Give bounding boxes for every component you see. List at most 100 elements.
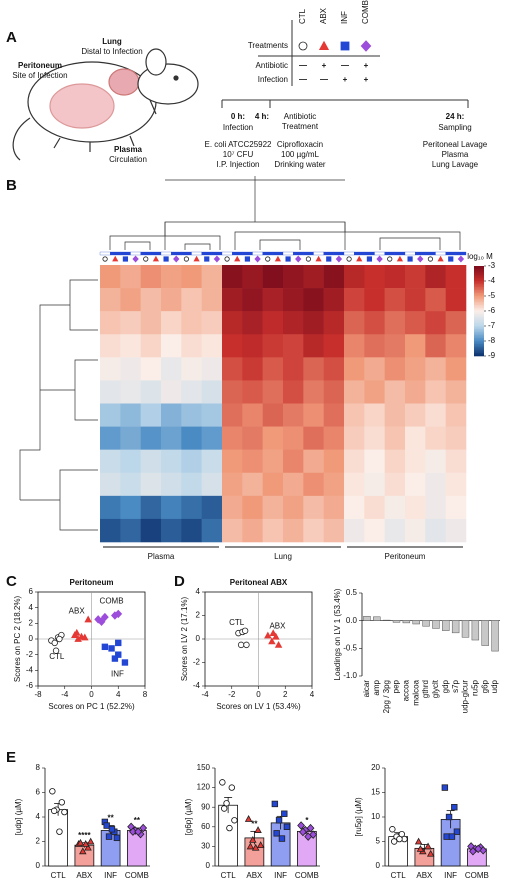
heatmap-cell (201, 472, 223, 497)
y-tick-label: 20 (371, 763, 380, 772)
colorbar-cell (474, 282, 484, 285)
panel-label: D (174, 573, 185, 590)
y-tick-label: 5 (376, 837, 381, 846)
heatmap-cell (181, 403, 202, 427)
data-point (273, 830, 280, 837)
organ-sublabel: Circulation (109, 155, 147, 164)
x-tick-label: glyclt (431, 679, 440, 698)
sample-strip (211, 251, 223, 256)
heatmap-cell (323, 426, 345, 450)
heatmap-cell (201, 403, 223, 427)
y-axis-label: [udp] (µM) (14, 798, 23, 835)
heatmap-cell (201, 426, 223, 450)
heatmap-cell (222, 265, 243, 289)
heatmap-cell (100, 380, 121, 404)
sample-strip (181, 251, 192, 256)
y-tick-label: 90 (201, 802, 210, 811)
heatmap-cell (222, 311, 243, 335)
y-tick-label: 4 (36, 812, 41, 821)
heatmap-cell (262, 265, 284, 289)
x-tick-label: gdp (441, 679, 450, 693)
data-point (84, 615, 92, 623)
colorbar-cell (474, 347, 484, 349)
x-tick-label: ABX (76, 871, 93, 880)
colorbar-cell (474, 321, 484, 324)
x-tick-label: -4 (61, 690, 69, 699)
heatmap-cell (364, 311, 385, 335)
heatmap-cell (303, 472, 324, 497)
x-tick-label: ru5p (470, 679, 479, 696)
y-tick-label: 0.0 (346, 616, 358, 625)
x-tick-label: malcoa (411, 679, 420, 705)
heatmap-cell (283, 403, 304, 427)
sample-strip (303, 251, 314, 256)
heatmap-cell (100, 357, 121, 381)
data-point (111, 655, 119, 662)
heatmap-cell (181, 288, 202, 312)
sample-symbol (143, 256, 149, 262)
colorbar-tick-label: -9 (488, 351, 496, 360)
x-tick-label: 8 (143, 690, 148, 699)
heatmap-cell (303, 495, 324, 520)
heatmap-cell (405, 357, 426, 381)
data-point (115, 651, 122, 658)
heatmap-cell (303, 449, 324, 474)
y-tick-label: -6 (26, 681, 34, 690)
heatmap-cell (364, 426, 385, 450)
heatmap-cell (222, 426, 243, 450)
heatmap-cell (100, 334, 121, 358)
data-point (241, 627, 249, 634)
colorbar-cell (474, 296, 484, 298)
sample-symbol (356, 255, 363, 262)
sample-symbol (387, 256, 393, 262)
heatmap-cell (303, 380, 324, 404)
bar (442, 620, 450, 631)
heatmap-cell (201, 518, 223, 543)
colorbar-cell (474, 344, 484, 346)
x-tick-label: g6p (480, 679, 489, 693)
y-tick-label: 0 (376, 861, 381, 870)
heatmap-cell (222, 334, 243, 358)
colorbar-cell (474, 303, 484, 306)
heatmap-cell (242, 265, 263, 289)
y-tick-label: 2 (196, 611, 201, 620)
data-point (451, 804, 458, 811)
x-tick-label: ABX (416, 871, 433, 880)
heatmap-cell (384, 495, 406, 520)
sample-strip (384, 251, 395, 256)
heatmap-cell (405, 265, 426, 289)
heatmap-cell (323, 334, 345, 358)
heatmap-cell (283, 334, 304, 358)
y-axis-label: [g6p] (µM) (184, 798, 193, 835)
heatmap-cell (445, 311, 467, 335)
heatmap-cell (405, 334, 426, 358)
y-tick-label: 10 (371, 812, 380, 821)
treatments-title: Treatments (248, 41, 288, 50)
data-point (219, 779, 226, 786)
sample-strip (343, 251, 355, 256)
data-point (469, 847, 477, 856)
sample-symbol (183, 256, 190, 262)
x-tick-label: amp (372, 679, 381, 695)
heatmap-cell (262, 380, 284, 404)
heatmap-cell (364, 288, 385, 312)
x-tick-label: 4 (310, 690, 315, 699)
heatmap-cell (283, 518, 304, 543)
group-label: Plasma (148, 552, 175, 561)
colorbar-cell (474, 287, 484, 289)
sample-strip (130, 251, 141, 256)
heatmap-cell (344, 288, 365, 312)
heatmap-cell (242, 449, 263, 474)
heatmap-cell (425, 265, 446, 289)
heatmap-cell (303, 288, 324, 312)
colorbar-cell (474, 284, 484, 286)
heatmap-cell (201, 288, 223, 312)
heatmap-cell (283, 265, 304, 289)
group-symbol (298, 41, 308, 51)
colorbar-cell (474, 269, 484, 271)
data-point (237, 641, 245, 649)
colorbar-cell (474, 294, 484, 297)
colorbar-cell (474, 314, 484, 316)
heatmap-cell (384, 403, 406, 427)
data-point (139, 823, 148, 833)
